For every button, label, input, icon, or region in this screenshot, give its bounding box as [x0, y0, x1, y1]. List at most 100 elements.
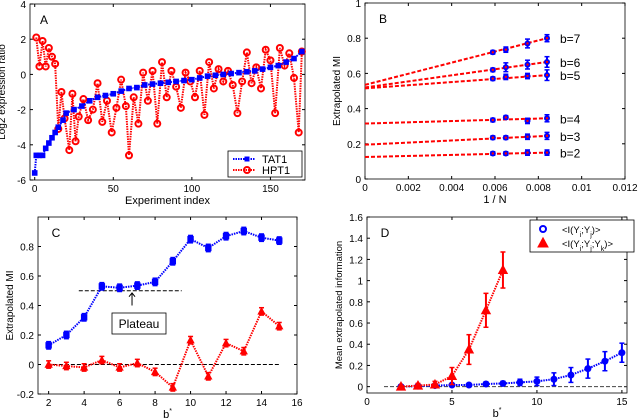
- x-tick-label: 0: [364, 397, 370, 408]
- y-tick-label: -4: [17, 141, 26, 152]
- hpt1-point: [57, 88, 66, 96]
- tat1-point: [42, 145, 49, 152]
- hpt1-point: [107, 128, 116, 137]
- hpt1-point: [162, 93, 171, 102]
- data-point: [80, 314, 88, 321]
- x-axis-label: 1 / N: [483, 194, 506, 206]
- x-axis-label: b*: [493, 407, 502, 418]
- x-tick-label: 16: [291, 398, 303, 409]
- tat1-point: [52, 129, 58, 136]
- tat1-point: [60, 117, 66, 123]
- tat1-point: [291, 55, 297, 62]
- tat1-point: [126, 85, 132, 92]
- x-tick-label: 150: [262, 184, 279, 195]
- panel-label: D: [381, 226, 390, 240]
- hpt1-point: [32, 33, 41, 42]
- tat1-point: [149, 81, 156, 87]
- data-point: [168, 382, 177, 391]
- point-center: [491, 118, 495, 122]
- y-tick-label: 0.4: [349, 340, 363, 351]
- hpt1-point: [44, 44, 53, 52]
- point-center: [526, 135, 529, 138]
- fit-line-b=5: [364, 74, 548, 90]
- tat1-point: [173, 78, 179, 85]
- tat1-point: [31, 170, 38, 176]
- series-label: b=6: [560, 56, 581, 70]
- point-center: [526, 42, 529, 45]
- y-tick-label: 0.6: [349, 319, 363, 330]
- x-tick-label: 0.006: [482, 183, 507, 194]
- legend-marker: [244, 156, 250, 162]
- point-center: [545, 134, 549, 138]
- y-tick-label: 0: [20, 70, 26, 81]
- series-label: b=4: [560, 112, 581, 126]
- tat1-point: [196, 75, 203, 81]
- tat1-point: [49, 134, 55, 141]
- tat1-point: [79, 103, 85, 109]
- data-point: [133, 358, 142, 367]
- hpt1-point: [266, 56, 275, 65]
- tat1-point: [275, 62, 282, 69]
- hpt1-point: [167, 66, 176, 75]
- fit-line-b=6: [364, 60, 548, 89]
- tat1-point: [141, 82, 148, 88]
- hpt1-point: [74, 112, 83, 121]
- data-point: [533, 377, 541, 385]
- hpt1-point: [41, 62, 50, 71]
- hpt1-point: [219, 77, 228, 86]
- data-point: [221, 338, 231, 347]
- x-tick-label: 12: [220, 398, 232, 409]
- tat1-point: [86, 98, 93, 104]
- data-point: [63, 331, 70, 339]
- hpt1-point: [228, 80, 237, 89]
- tat1-point: [228, 70, 234, 77]
- data-point: [115, 362, 124, 371]
- tat1-point: [212, 72, 219, 79]
- hpt1-line: [35, 37, 303, 156]
- hpt1-point: [257, 84, 265, 93]
- data-point: [239, 346, 248, 355]
- hpt1-point: [261, 45, 270, 54]
- x-tick-label: 10: [185, 398, 197, 409]
- point-center: [491, 51, 495, 54]
- data-point: [412, 379, 424, 390]
- point-center: [526, 63, 529, 66]
- hpt1-point: [181, 68, 190, 77]
- y-tick-label: 1.4: [349, 234, 363, 245]
- legend-marker: [243, 166, 251, 174]
- hpt1-point: [290, 73, 298, 82]
- series-label: b=7: [560, 32, 581, 46]
- hpt1-point: [275, 44, 284, 52]
- y-tick-label: 0: [357, 383, 363, 394]
- data-point: [187, 235, 194, 243]
- tat1-point: [55, 124, 62, 130]
- data-point: [98, 283, 106, 290]
- fit-line-b=2: [364, 151, 548, 158]
- point-center: [504, 152, 508, 155]
- hpt1-point: [214, 65, 223, 74]
- hpt1-point: [121, 102, 130, 111]
- hpt1-point: [93, 79, 102, 88]
- hpt1-point: [205, 58, 214, 67]
- x-tick-label: 0.002: [396, 183, 421, 194]
- series-line: [48, 229, 280, 347]
- x-tick-label: 50: [108, 184, 120, 195]
- point-center: [504, 116, 508, 119]
- hpt1-point: [200, 110, 209, 119]
- y-axis-label: Mean extrapolated information: [334, 241, 345, 369]
- data-point: [275, 321, 284, 330]
- hpt1-point: [238, 77, 247, 86]
- data-point: [134, 282, 141, 289]
- point-center: [526, 74, 529, 78]
- data-point: [79, 362, 89, 371]
- hpt1-point: [271, 109, 280, 118]
- tat1-point: [189, 76, 195, 83]
- data-point: [463, 343, 475, 354]
- x-tick-label: 5: [449, 397, 455, 408]
- y-axis-label: Extrapolated MI: [332, 56, 343, 126]
- y-tick-label: 1: [355, 0, 361, 10]
- tat1-point: [157, 80, 164, 86]
- hpt1-point: [191, 93, 199, 102]
- data-point: [257, 306, 266, 315]
